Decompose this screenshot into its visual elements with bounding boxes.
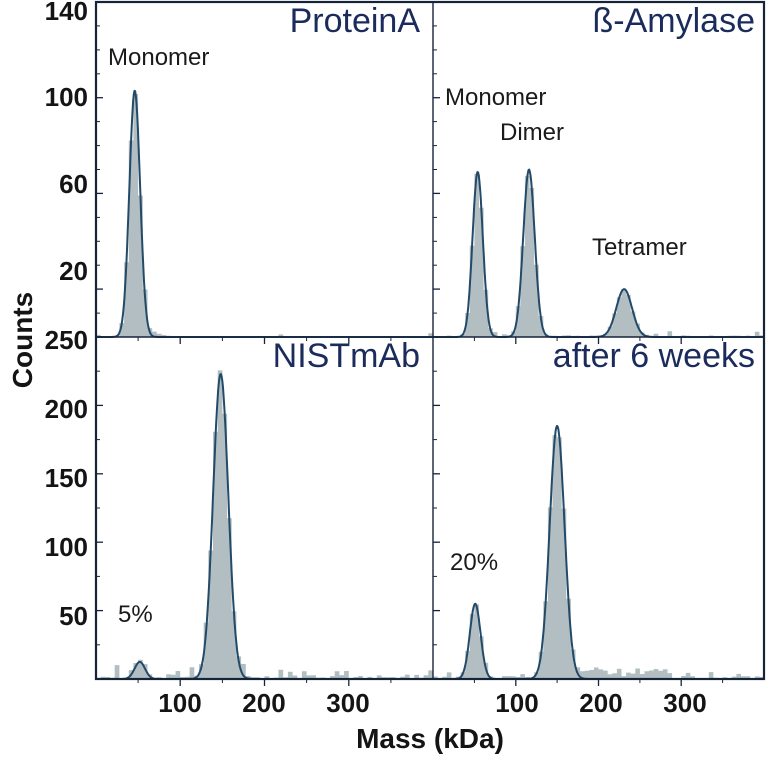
- svg-text:140: 140: [45, 0, 88, 26]
- svg-text:Monomer: Monomer: [445, 84, 546, 111]
- svg-text:Counts: Counts: [7, 292, 38, 388]
- svg-text:Dimer: Dimer: [500, 119, 564, 146]
- svg-text:20%: 20%: [450, 549, 498, 576]
- svg-text:100: 100: [45, 82, 88, 112]
- svg-text:50: 50: [59, 601, 88, 631]
- svg-text:ß-Amylase: ß-Amylase: [593, 2, 755, 40]
- svg-text:after 6 weeks: after 6 weeks: [553, 337, 755, 375]
- svg-text:20: 20: [59, 256, 88, 286]
- svg-text:100: 100: [45, 532, 88, 562]
- svg-text:60: 60: [59, 169, 88, 199]
- svg-text:100: 100: [495, 688, 538, 718]
- svg-text:Mass (kDa): Mass (kDa): [356, 723, 504, 754]
- svg-text:200: 200: [242, 688, 285, 718]
- svg-text:300: 300: [663, 688, 706, 718]
- svg-text:ProteinA: ProteinA: [290, 2, 421, 40]
- svg-text:5%: 5%: [118, 601, 153, 628]
- svg-text:300: 300: [326, 688, 369, 718]
- svg-text:Monomer: Monomer: [108, 44, 209, 71]
- svg-text:NISTmAb: NISTmAb: [273, 337, 420, 375]
- svg-text:200: 200: [579, 688, 622, 718]
- svg-text:250: 250: [45, 325, 88, 355]
- svg-text:100: 100: [158, 688, 201, 718]
- svg-text:200: 200: [45, 394, 88, 424]
- svg-text:Tetramer: Tetramer: [592, 234, 687, 261]
- svg-text:150: 150: [45, 463, 88, 493]
